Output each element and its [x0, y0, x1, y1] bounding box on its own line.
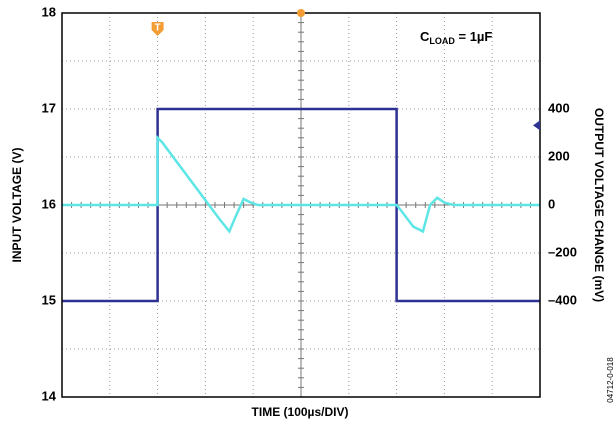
level-marker: [533, 120, 540, 131]
trigger-marker: [151, 22, 164, 36]
series-line: [62, 134, 540, 234]
y2-tick-label: 0: [548, 196, 555, 211]
y-tick-label: 17: [42, 100, 56, 115]
y2-tick-label: 400: [548, 100, 570, 115]
y2-tick-label: –200: [548, 244, 577, 259]
annotation-text: C: [420, 29, 430, 44]
position-marker: [297, 9, 305, 17]
y2-axis-label: OUTPUT VOLTAGE CHANGE (mV): [592, 108, 606, 302]
y-tick-label: 14: [42, 388, 57, 403]
annotation: CLOAD = 1µF: [420, 29, 492, 46]
x-axis-label: TIME (100µs/DIV): [252, 405, 349, 419]
y2-tick-label: 200: [548, 148, 570, 163]
figure-id: 04712-0-018: [606, 357, 615, 403]
series-line: [62, 107, 540, 303]
y-tick-label: 16: [42, 196, 56, 211]
y-tick-label: 18: [42, 4, 56, 19]
y2-tick-label: –400: [548, 292, 577, 307]
annotation-subscript: LOAD: [429, 36, 455, 46]
y-axis-label: INPUT VOLTAGE (V): [10, 148, 24, 263]
trigger-label: T: [155, 23, 161, 34]
y-tick-label: 15: [42, 292, 56, 307]
annotation-suffix: = 1µF: [455, 29, 493, 44]
